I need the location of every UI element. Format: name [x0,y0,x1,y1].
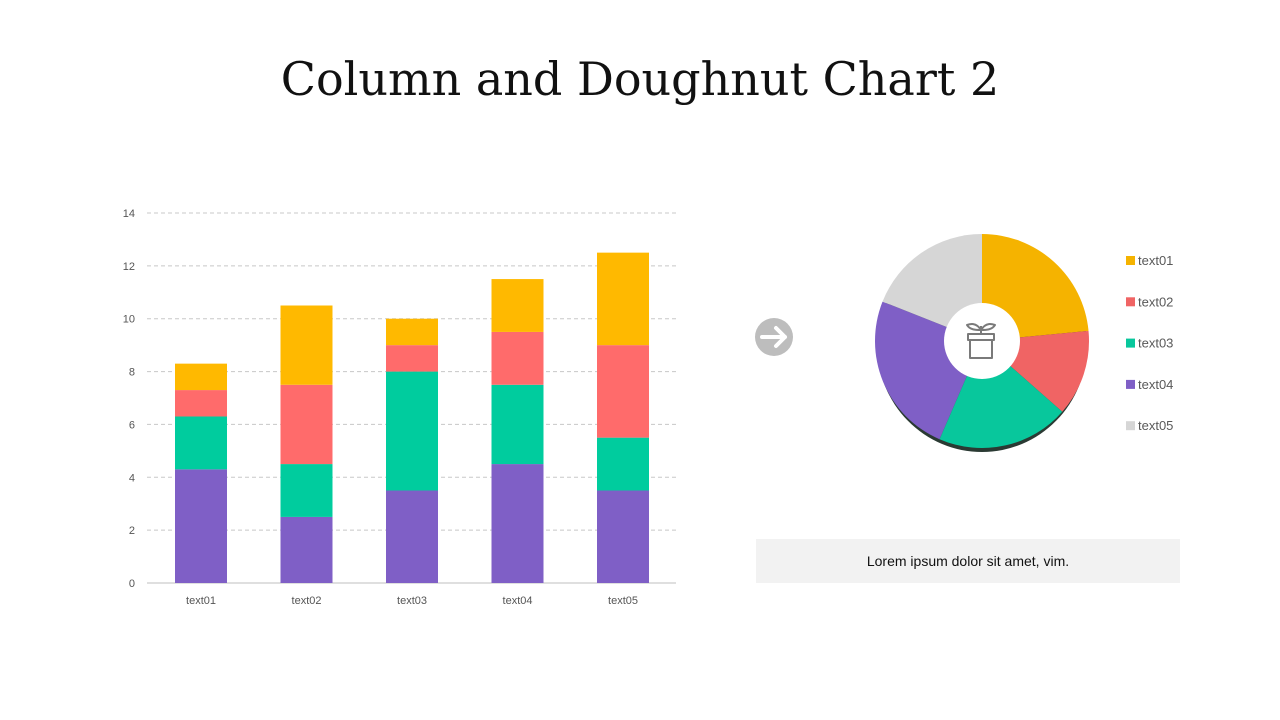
bar-segment-text03 [597,437,649,491]
legend-label: text05 [1138,418,1173,433]
page-title: Column and Doughnut Chart 2 [280,52,1000,106]
plant-pot-icon [966,323,996,359]
y-tick-label: 2 [129,525,135,537]
bar-segment-text02 [597,345,649,438]
legend-swatch [1126,338,1135,348]
y-tick-label: 6 [129,419,135,431]
bar-segment-text02 [175,390,227,417]
bar-segment-text02 [491,331,544,385]
legend-label: text01 [1138,253,1173,268]
y-tick-label: 8 [129,367,135,379]
x-tick-label: text05 [608,595,638,607]
bar-segment-text04 [597,490,649,583]
bar-segment-text02 [280,384,333,465]
bar-segment-text01 [597,252,649,346]
bar-segment-text03 [280,464,333,517]
bar-segment-text01 [280,305,333,385]
x-tick-label: text03 [397,595,427,607]
legend-swatch [1126,256,1135,265]
y-tick-label: 4 [129,472,135,484]
bar-segment-text01 [491,279,544,332]
bar-segment-text03 [386,371,438,491]
x-tick-label: text04 [503,595,533,607]
legend-swatch [1126,297,1135,307]
y-tick-label: 14 [123,208,135,220]
legend-swatch [1126,379,1135,389]
bar-segment-text04 [175,469,227,583]
legend-label: text02 [1138,294,1173,309]
bar-segment-text04 [491,464,544,583]
legend-swatch [1126,421,1135,431]
legend-label: text03 [1138,336,1173,351]
bar-segment-text01 [386,318,438,346]
plant-glyph [966,323,996,359]
y-tick-label: 12 [123,261,135,273]
bar-segment-text01 [175,363,227,391]
pie-slice-text03 [939,341,1063,448]
arrow-right-icon [755,318,793,356]
x-tick-label: text01 [186,595,216,607]
arrow-glyph [760,326,787,348]
y-tick-label: 0 [129,578,135,590]
x-tick-label: text02 [292,595,322,607]
bar-segment-text03 [491,384,544,465]
bar-segment-text03 [175,416,227,470]
bar-segment-text04 [280,516,333,583]
legend-label: text04 [1138,377,1173,392]
y-tick-label: 10 [123,314,135,326]
bar-segment-text04 [386,490,438,583]
bar-segment-text02 [386,345,438,372]
caption-box: Lorem ipsum dolor sit amet, vim. [756,539,1180,583]
